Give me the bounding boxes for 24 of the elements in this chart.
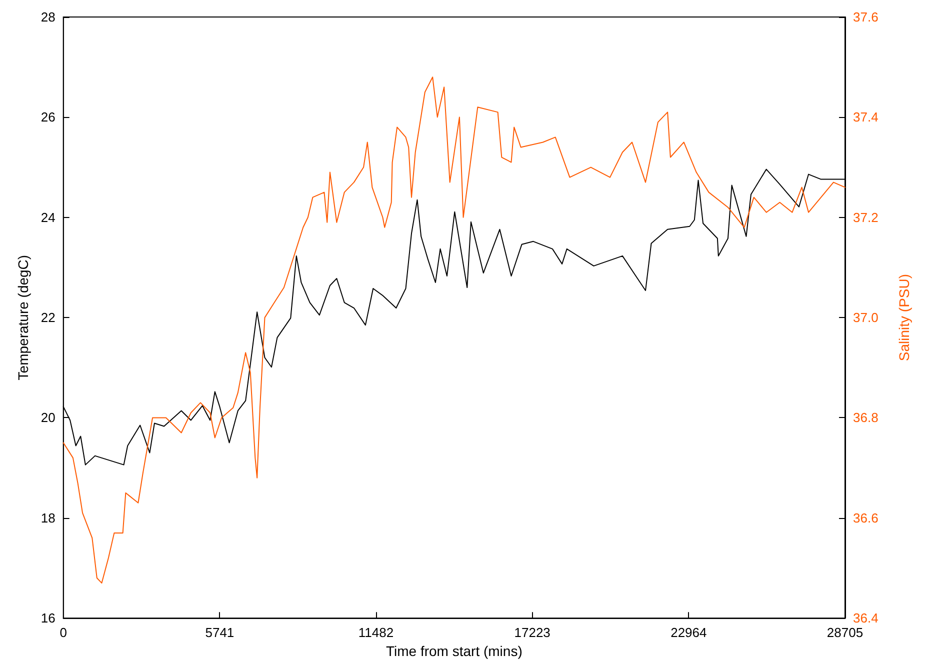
y-tick-label: 26 [40,110,56,125]
x-tick-label: 28705 [826,625,864,640]
y2-tick-label: 37.6 [853,10,878,24]
y-axis-title: Temperature (degC) [15,254,31,380]
y-tick-label: 22 [40,310,56,326]
x-tick-label: 5741 [205,625,234,640]
x-tick-label: 11482 [358,625,394,640]
x-tick-label: 17223 [514,625,550,640]
y2-tick-label: 36.8 [853,410,878,426]
x-tick-label: 22964 [670,625,707,640]
x-tick-label: 0 [60,625,67,640]
y2-tick-label: 37.2 [853,210,878,225]
y2-tick-label: 37.4 [853,110,878,125]
y2-axis-title: Salinity (PSU) [896,274,912,362]
x-axis-title: Time from start (mins) [386,643,522,659]
y2-tick-label: 36.6 [853,510,878,526]
y-tick-label: 24 [40,210,56,225]
y-tick-label: 28 [40,10,56,24]
y-tick-label: 20 [40,410,56,426]
y-tick-label: 18 [40,510,56,526]
y2-tick-label: 36.4 [853,610,878,626]
y2-tick-label: 37.0 [853,310,878,326]
y-tick-label: 16 [40,610,56,626]
line-series [62,76,846,584]
